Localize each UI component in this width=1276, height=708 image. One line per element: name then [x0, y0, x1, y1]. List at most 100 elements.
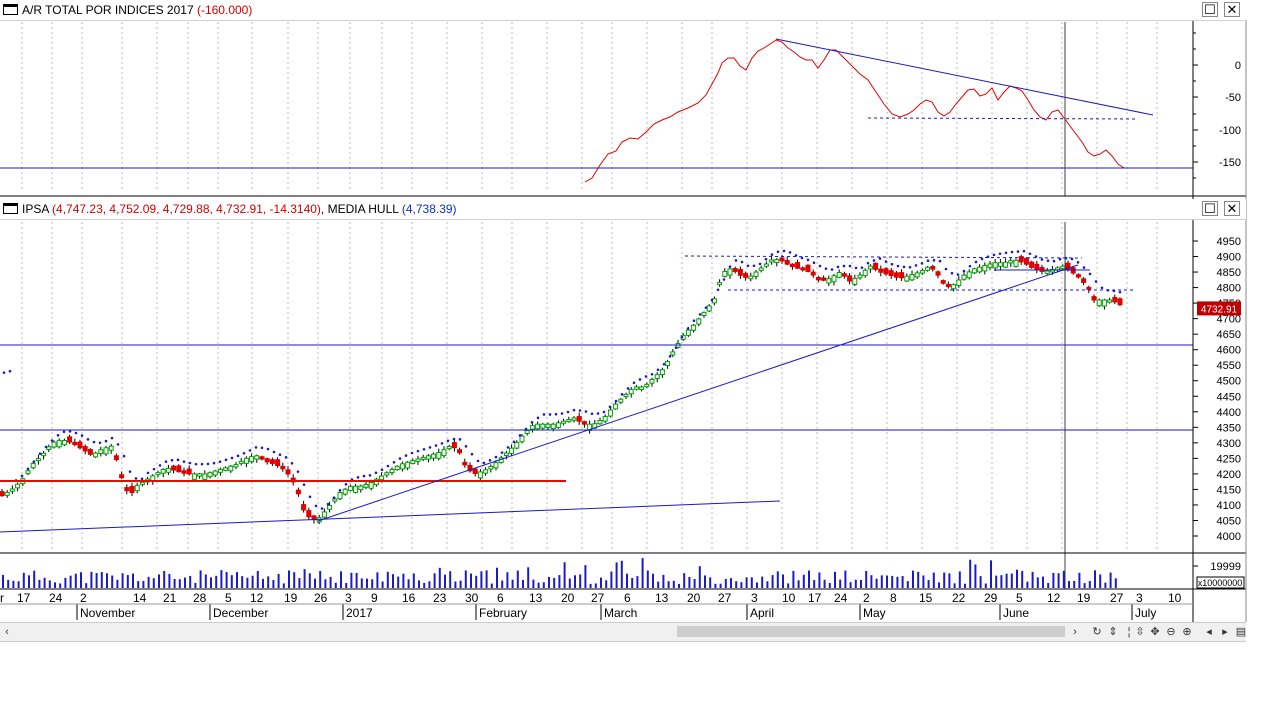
close-icon[interactable]: ✕ [1224, 201, 1240, 216]
candle-body [805, 264, 811, 272]
hull-dot [158, 464, 162, 467]
hull-dot [782, 249, 786, 253]
hull-dot [224, 458, 228, 462]
hull-dot [626, 387, 630, 390]
x-month-label: February [479, 606, 527, 620]
candle-body [493, 462, 499, 469]
x-month-label: 2017 [346, 606, 373, 620]
last-price-badge [1197, 301, 1241, 316]
x-day-label: 12 [1047, 591, 1061, 605]
candle-body [353, 485, 359, 493]
scroll-lock-icon[interactable]: ⇕ [1108, 626, 1118, 638]
candle-body [82, 446, 88, 452]
scroll-left-icon[interactable]: ‹ [5, 626, 9, 638]
candle-body [1049, 268, 1055, 273]
x-day-label: 22 [952, 591, 966, 605]
hull-dot [476, 459, 480, 463]
candle-body [228, 465, 234, 472]
hull-dot [326, 502, 330, 506]
hull-dot [362, 474, 366, 478]
price-y-tick-label: 4900 [1217, 252, 1241, 264]
grid-icon[interactable]: ▤ [1235, 626, 1247, 638]
candle-body [483, 469, 489, 474]
maximize-icon[interactable]: ☐ [1202, 2, 1218, 17]
candle-body [701, 311, 707, 317]
candle-body [56, 440, 62, 448]
candle-body [113, 455, 119, 461]
candle-body [841, 273, 847, 277]
hull-dot [944, 267, 948, 271]
hull-dot [560, 412, 564, 415]
hull-dot [338, 488, 342, 492]
hull-dot [740, 260, 744, 264]
hull-dot [794, 254, 798, 257]
hull-dot [674, 346, 678, 349]
ar-indicator [0, 38, 1193, 183]
zoom-in-icon[interactable]: ⊕ [1182, 626, 1192, 638]
candle-body [857, 274, 863, 279]
candle-body [181, 470, 187, 474]
candle-body [821, 277, 827, 281]
candle-body [233, 464, 239, 468]
maximize-icon[interactable]: ☐ [1202, 201, 1218, 216]
hull-dot [32, 460, 36, 463]
x-day-label: 29 [984, 591, 998, 605]
zoom-out-icon[interactable]: ⊖ [1166, 626, 1176, 638]
hull-dot [776, 250, 780, 254]
hull-dot [44, 445, 48, 449]
trend-lines [0, 22, 1193, 589]
prev-icon[interactable]: ◂ [1206, 626, 1212, 638]
x-day-label: 16 [402, 591, 416, 605]
hull-dot [686, 327, 690, 330]
close-icon[interactable]: ✕ [1224, 2, 1240, 17]
candle-body [758, 267, 764, 271]
candle-body [1008, 260, 1014, 264]
candle-body [743, 273, 749, 278]
hull-dot [662, 362, 666, 366]
hull-dot [386, 464, 390, 468]
candle-body [1086, 286, 1092, 290]
candle-body [1112, 296, 1118, 303]
x-day-label: 24 [49, 591, 63, 605]
hull-dot [464, 445, 468, 448]
candle-body [1091, 296, 1097, 301]
hull-dot [1052, 259, 1056, 263]
candle-body [977, 266, 983, 273]
hull-dot [86, 438, 90, 441]
hull-dot [98, 441, 102, 445]
x-day-label: 9 [371, 591, 378, 605]
price-y-tick-label: 4100 [1217, 500, 1241, 512]
hull-dot [614, 399, 618, 403]
candle-body [275, 459, 281, 467]
candle-body [77, 441, 83, 449]
price-candles [0, 254, 1123, 525]
hull-dot [548, 413, 552, 416]
hull-dot [704, 306, 708, 309]
price-y-tick-label: 4300 [1217, 438, 1241, 450]
candle-body [633, 386, 639, 390]
range-top-line [684, 255, 1083, 259]
horizontal-scrollbar[interactable]: ‹ › ↻ ⇕ ¦ ⇳ ✥ ⊖ ⊕ ◂ ▸ ▤ [0, 622, 1246, 642]
hull-dot [170, 458, 174, 462]
scroll-right-icon[interactable]: › [1073, 626, 1077, 638]
hull-dot [392, 461, 396, 464]
hull-dot [1058, 257, 1062, 261]
price-y-tick-label: 4500 [1217, 376, 1241, 388]
hull-dot [134, 477, 138, 480]
candle-body [1117, 298, 1123, 306]
move-icon[interactable]: ⇳ [1135, 626, 1145, 638]
x-day-label: r [0, 591, 4, 605]
next-icon[interactable]: ▸ [1222, 626, 1228, 638]
sync-icon[interactable]: ↻ [1092, 626, 1102, 638]
pan-icon[interactable]: ✥ [1150, 626, 1160, 638]
price-y-tick-label: 4200 [1217, 469, 1241, 481]
x-day-label: 3 [751, 591, 758, 605]
hull-dot [320, 507, 324, 510]
candle-body [301, 504, 307, 511]
ar-pane-header: A/R TOTAL POR INDICES 2017 (-160.000) ☐ … [0, 0, 1246, 21]
x-day-label: 5 [1016, 591, 1023, 605]
candle-body [784, 260, 790, 265]
scroll-thumb[interactable] [677, 626, 1065, 637]
chart-canvas[interactable]: 0-50-100-1504950490048504800475047004650… [0, 0, 1276, 622]
candle-body [51, 441, 57, 448]
